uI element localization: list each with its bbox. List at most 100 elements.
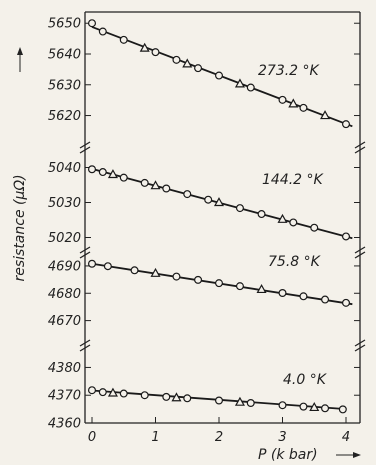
circle-data-point <box>321 295 330 304</box>
circle-data-point <box>162 184 171 193</box>
triangle-data-point <box>182 58 193 68</box>
circle-data-point <box>140 391 149 400</box>
circle-data-point <box>246 399 255 408</box>
x-axis-arrow <box>336 452 361 458</box>
circle-data-point <box>257 210 266 219</box>
circle-data-point <box>98 168 107 177</box>
circle-data-point <box>299 402 308 411</box>
circle-data-point <box>299 103 308 112</box>
y-tick-label: 4380 <box>48 361 81 376</box>
triangle-data-point <box>150 180 161 190</box>
temperature-label: 75.8 °K <box>268 254 322 270</box>
triangle-data-point <box>107 387 118 397</box>
triangle-data-point <box>150 267 161 277</box>
circle-data-point <box>278 95 287 104</box>
x-tick-label: 3 <box>278 430 286 445</box>
circle-data-point <box>98 27 107 36</box>
axis-break-mark <box>79 251 91 259</box>
triangle-data-point <box>320 110 331 120</box>
circle-data-point <box>194 275 203 284</box>
circle-data-point <box>98 388 107 397</box>
y-tick-label: 5030 <box>48 196 81 211</box>
plot-frame <box>84 11 361 424</box>
triangle-data-point <box>277 213 288 223</box>
circle-data-point <box>119 389 128 398</box>
y-tick-label: 5040 <box>48 161 81 176</box>
plot-panels: 5650 5640 5630 5620 273.2 °K 5040 5030 5020 144.… <box>48 17 366 432</box>
triangle-data-point <box>139 42 150 52</box>
circle-data-point <box>87 19 96 28</box>
triangle-data-point <box>234 78 245 88</box>
circle-data-point <box>215 71 224 80</box>
axis-break-mark-right <box>354 251 366 259</box>
circle-data-point <box>299 292 308 301</box>
y-tick-label: 4360 <box>48 417 81 432</box>
circle-data-point <box>321 404 330 413</box>
circle-data-point <box>278 401 287 410</box>
circle-data-point <box>183 394 192 403</box>
axis-break-mark <box>79 339 91 347</box>
temperature-label: 273.2 °K <box>258 63 321 79</box>
circle-data-point <box>87 259 96 268</box>
axis-break-mark-right <box>354 141 366 149</box>
panel-3: 4690 4680 4670 75.8 °K <box>48 246 366 329</box>
x-axis-title: P (k bar) <box>258 447 318 463</box>
x-tick-label: 4 <box>342 430 350 445</box>
circle-data-point <box>87 386 96 395</box>
triangle-data-point <box>171 392 182 402</box>
triangle-data-point <box>309 402 320 412</box>
circle-data-point <box>119 35 128 44</box>
y-tick-label: 5640 <box>48 48 81 63</box>
temperature-label: 4.0 °K <box>283 372 328 388</box>
y-axis-title: resistance (μΩ) <box>12 174 28 281</box>
y-tick-label: 4370 <box>48 389 81 404</box>
circle-data-point <box>162 392 171 401</box>
panel-1: 5650 5640 5630 5620 273.2 °K <box>48 17 360 129</box>
circle-data-point <box>342 232 351 241</box>
x-tick-label: 2 <box>215 430 223 445</box>
axis-break-mark-right <box>354 146 366 154</box>
y-axis-arrow <box>17 47 23 72</box>
circle-data-point <box>183 190 192 199</box>
circle-data-point <box>215 396 224 405</box>
circle-data-point <box>130 266 139 275</box>
panel-4: 4380 4370 4360 4.0 °K <box>48 339 366 432</box>
circle-data-point <box>140 178 149 187</box>
axis-break-mark-right <box>354 339 366 347</box>
circle-data-point <box>289 218 298 227</box>
x-tick-label: 1 <box>151 430 159 445</box>
y-tick-label: 5650 <box>48 17 81 32</box>
y-tick-label: 5020 <box>48 231 81 246</box>
y-tick-label: 5620 <box>48 109 81 124</box>
circle-data-point <box>194 64 203 73</box>
axis-break-mark <box>79 141 91 149</box>
triangle-data-point <box>256 284 267 294</box>
circle-data-point <box>204 195 213 204</box>
circle-data-point <box>342 298 351 307</box>
triangle-data-point <box>234 396 245 406</box>
temperature-label: 144.2 °K <box>262 172 325 188</box>
y-tick-label: 4680 <box>48 287 81 302</box>
circle-data-point <box>310 223 319 232</box>
y-tick-label: 4670 <box>48 314 81 329</box>
circle-data-point <box>87 165 96 174</box>
circle-data-point <box>172 55 181 64</box>
circle-data-point <box>278 288 287 297</box>
circle-data-point <box>119 173 128 182</box>
circle-data-point <box>235 282 244 291</box>
panel-2: 5040 5030 5020 144.2 °K <box>48 141 366 246</box>
triangle-data-point <box>288 98 299 108</box>
circle-data-point <box>172 272 181 281</box>
axis-break-mark-right <box>354 246 366 254</box>
y-tick-label: 5630 <box>48 78 81 93</box>
circle-data-point <box>342 120 351 129</box>
x-tick-label: 0 <box>88 430 96 445</box>
circle-data-point <box>215 279 224 288</box>
triangle-data-point <box>213 197 225 207</box>
axis-break-mark-right <box>354 344 366 352</box>
circle-data-point <box>103 262 112 271</box>
circle-data-point <box>246 83 255 92</box>
axis-break-mark <box>79 146 91 154</box>
